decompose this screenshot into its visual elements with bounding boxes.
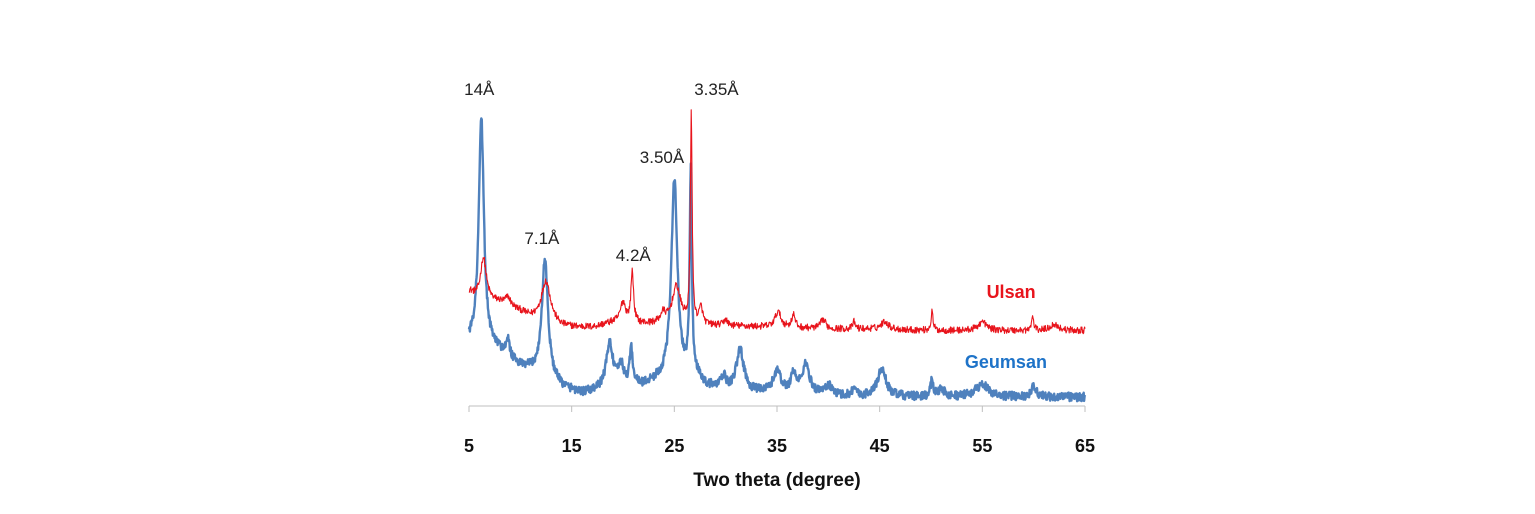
peak-annotation: 7.1Å (524, 229, 560, 248)
x-axis: 5 15 25 35 45 55 65 (464, 405, 1095, 456)
series-label-geumsan: Geumsan (965, 352, 1047, 372)
x-tick-label: 35 (767, 436, 787, 456)
series-line-geumsan (467, 117, 1087, 403)
series-label-ulsan: Ulsan (987, 282, 1036, 302)
peak-annotation: 4.2Å (616, 246, 652, 265)
peak-annotations: 14Å 7.1Å 4.2Å 3.50Å 3.35Å Ulsan Geumsan (464, 80, 1047, 372)
x-tick-label: 5 (464, 436, 474, 456)
x-axis-title: Two theta (degree) (693, 470, 861, 491)
x-tick-label: 55 (972, 436, 992, 456)
x-tick-label: 15 (562, 436, 582, 456)
x-tick-label: 45 (870, 436, 890, 456)
plot-area (467, 109, 1087, 403)
peak-annotation: 3.50Å (640, 148, 685, 167)
x-tick-label: 25 (664, 436, 684, 456)
series-line-ulsan (468, 109, 1086, 335)
x-tick-label: 65 (1075, 436, 1095, 456)
peak-annotation: 3.35Å (694, 80, 739, 99)
peak-annotation: 14Å (464, 80, 495, 99)
